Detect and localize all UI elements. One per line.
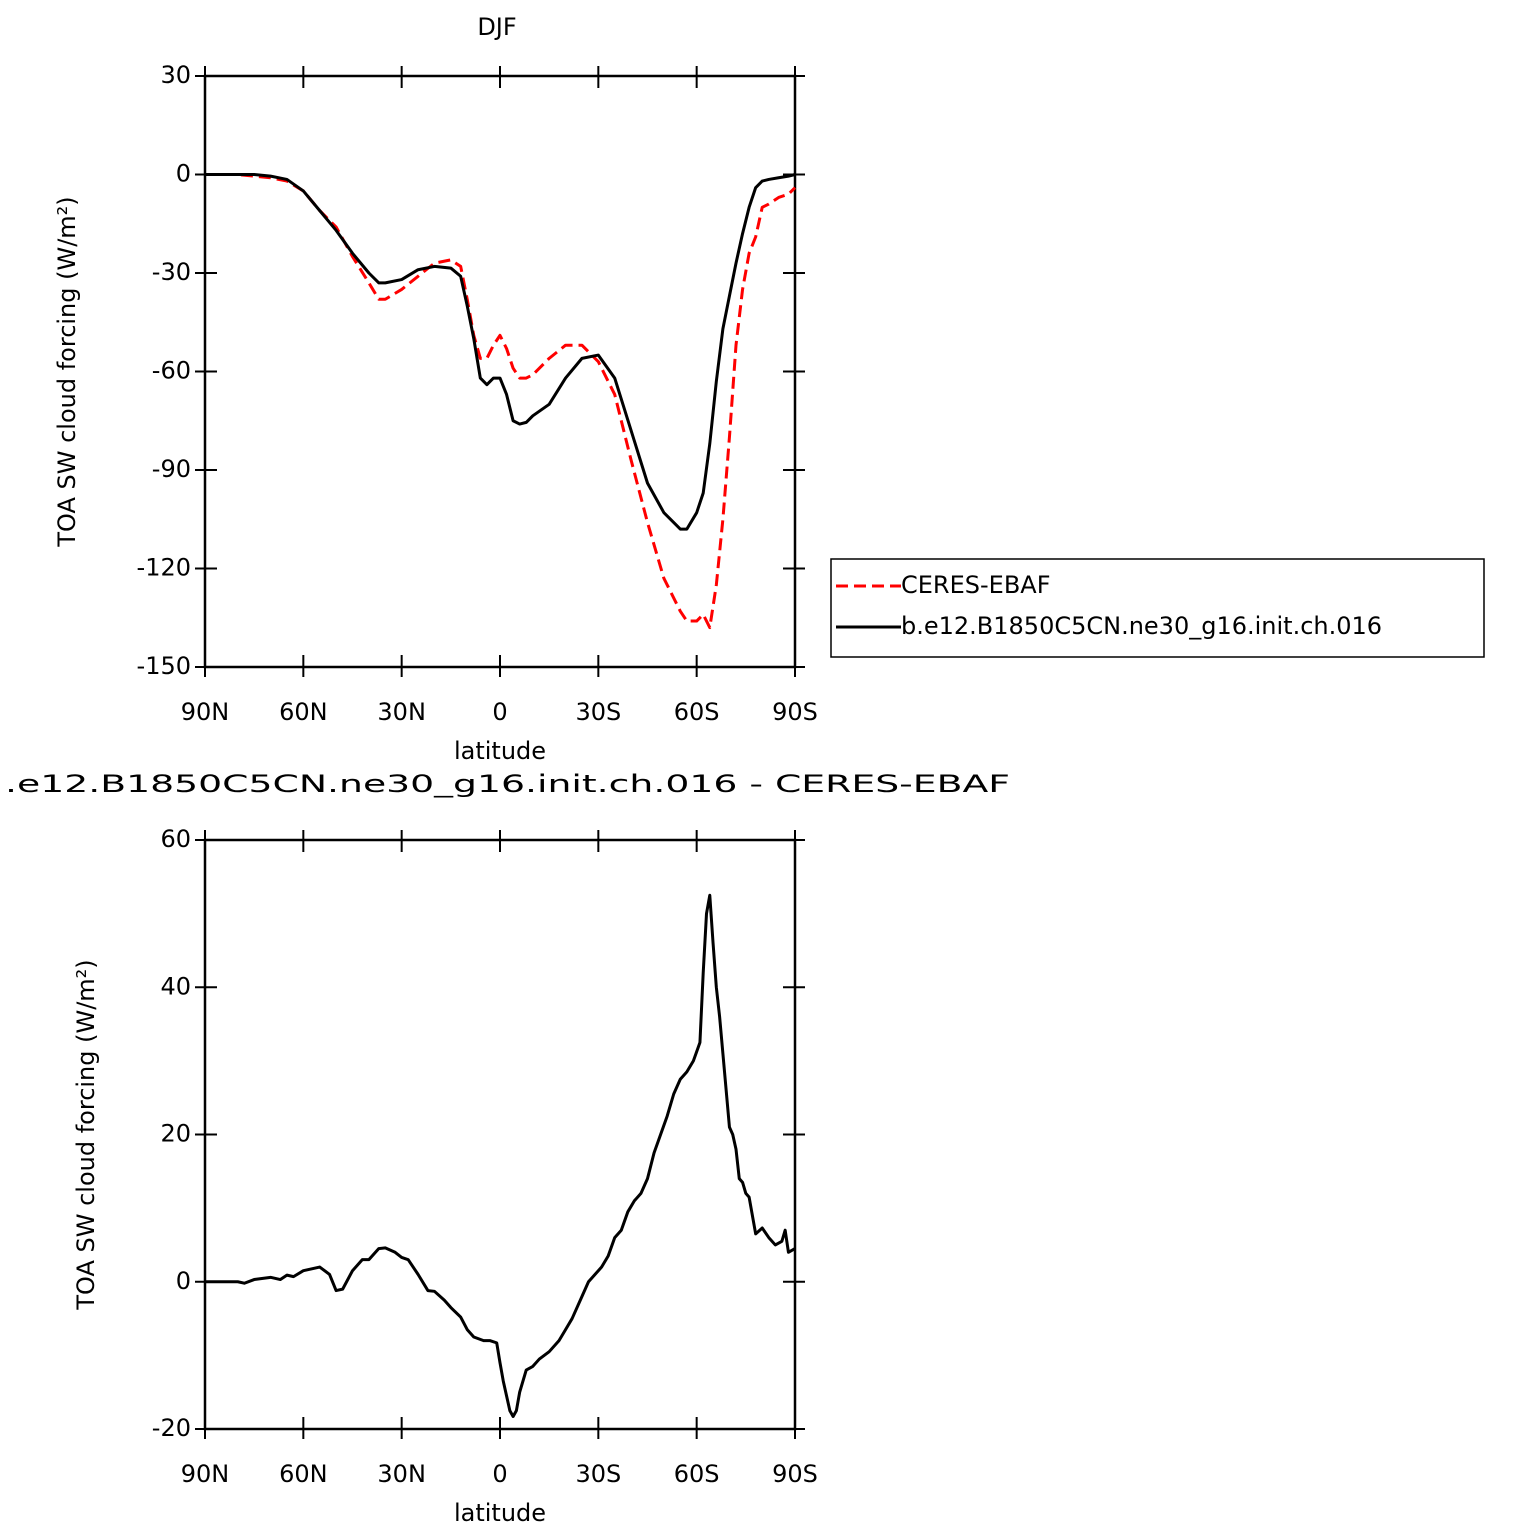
plot-frame xyxy=(203,74,797,669)
y-tick-label: -60 xyxy=(152,357,191,385)
chart-title: DJF xyxy=(477,13,516,41)
data-line xyxy=(205,893,796,1418)
x-tick-label: 60N xyxy=(279,1460,328,1488)
x-tick-label: 60S xyxy=(674,698,720,726)
y-tick-label: 20 xyxy=(160,1120,191,1148)
x-tick-label: 90N xyxy=(181,698,230,726)
y-tick-label: 0 xyxy=(176,1267,191,1295)
y-tick-label: -20 xyxy=(152,1414,191,1442)
x-tick-label: 30S xyxy=(575,698,621,726)
x-axis-label: latitude xyxy=(454,1499,546,1527)
x-axis-label: latitude xyxy=(454,737,546,765)
x-tick-label: 0 xyxy=(492,698,507,726)
data-line xyxy=(205,173,797,630)
y-axis-label: TOA SW cloud forcing (W/m²) xyxy=(72,959,100,1310)
data-line xyxy=(205,173,796,531)
y-tick-label: 60 xyxy=(160,825,191,853)
y-tick-label: -30 xyxy=(152,258,191,286)
y-tick-label: -120 xyxy=(137,554,191,582)
x-tick-label: 90S xyxy=(772,1460,818,1488)
y-tick-label: -150 xyxy=(137,652,191,680)
x-tick-label: 90N xyxy=(181,1460,230,1488)
chart-title: .e12.B1850C5CN.ne30_g16.init.ch.016 - CE… xyxy=(5,770,1010,798)
x-tick-label: 90S xyxy=(772,698,818,726)
y-axis-label: TOA SW cloud forcing (W/m²) xyxy=(53,196,81,547)
y-tick-label: 0 xyxy=(176,160,191,188)
legend-box xyxy=(830,558,1485,658)
x-tick-label: 60S xyxy=(674,1460,720,1488)
x-tick-label: 0 xyxy=(492,1460,507,1488)
legend-label: CERES-EBAF xyxy=(901,571,1051,599)
x-tick-label: 60N xyxy=(279,698,328,726)
x-tick-label: 30N xyxy=(377,1460,426,1488)
y-tick-label: -90 xyxy=(152,455,191,483)
y-tick-label: 30 xyxy=(160,61,191,89)
y-tick-label: 40 xyxy=(160,972,191,1000)
x-tick-label: 30S xyxy=(575,1460,621,1488)
legend-label: b.e12.B1850C5CN.ne30_g16.init.ch.016 xyxy=(901,612,1382,640)
x-tick-label: 30N xyxy=(377,698,426,726)
